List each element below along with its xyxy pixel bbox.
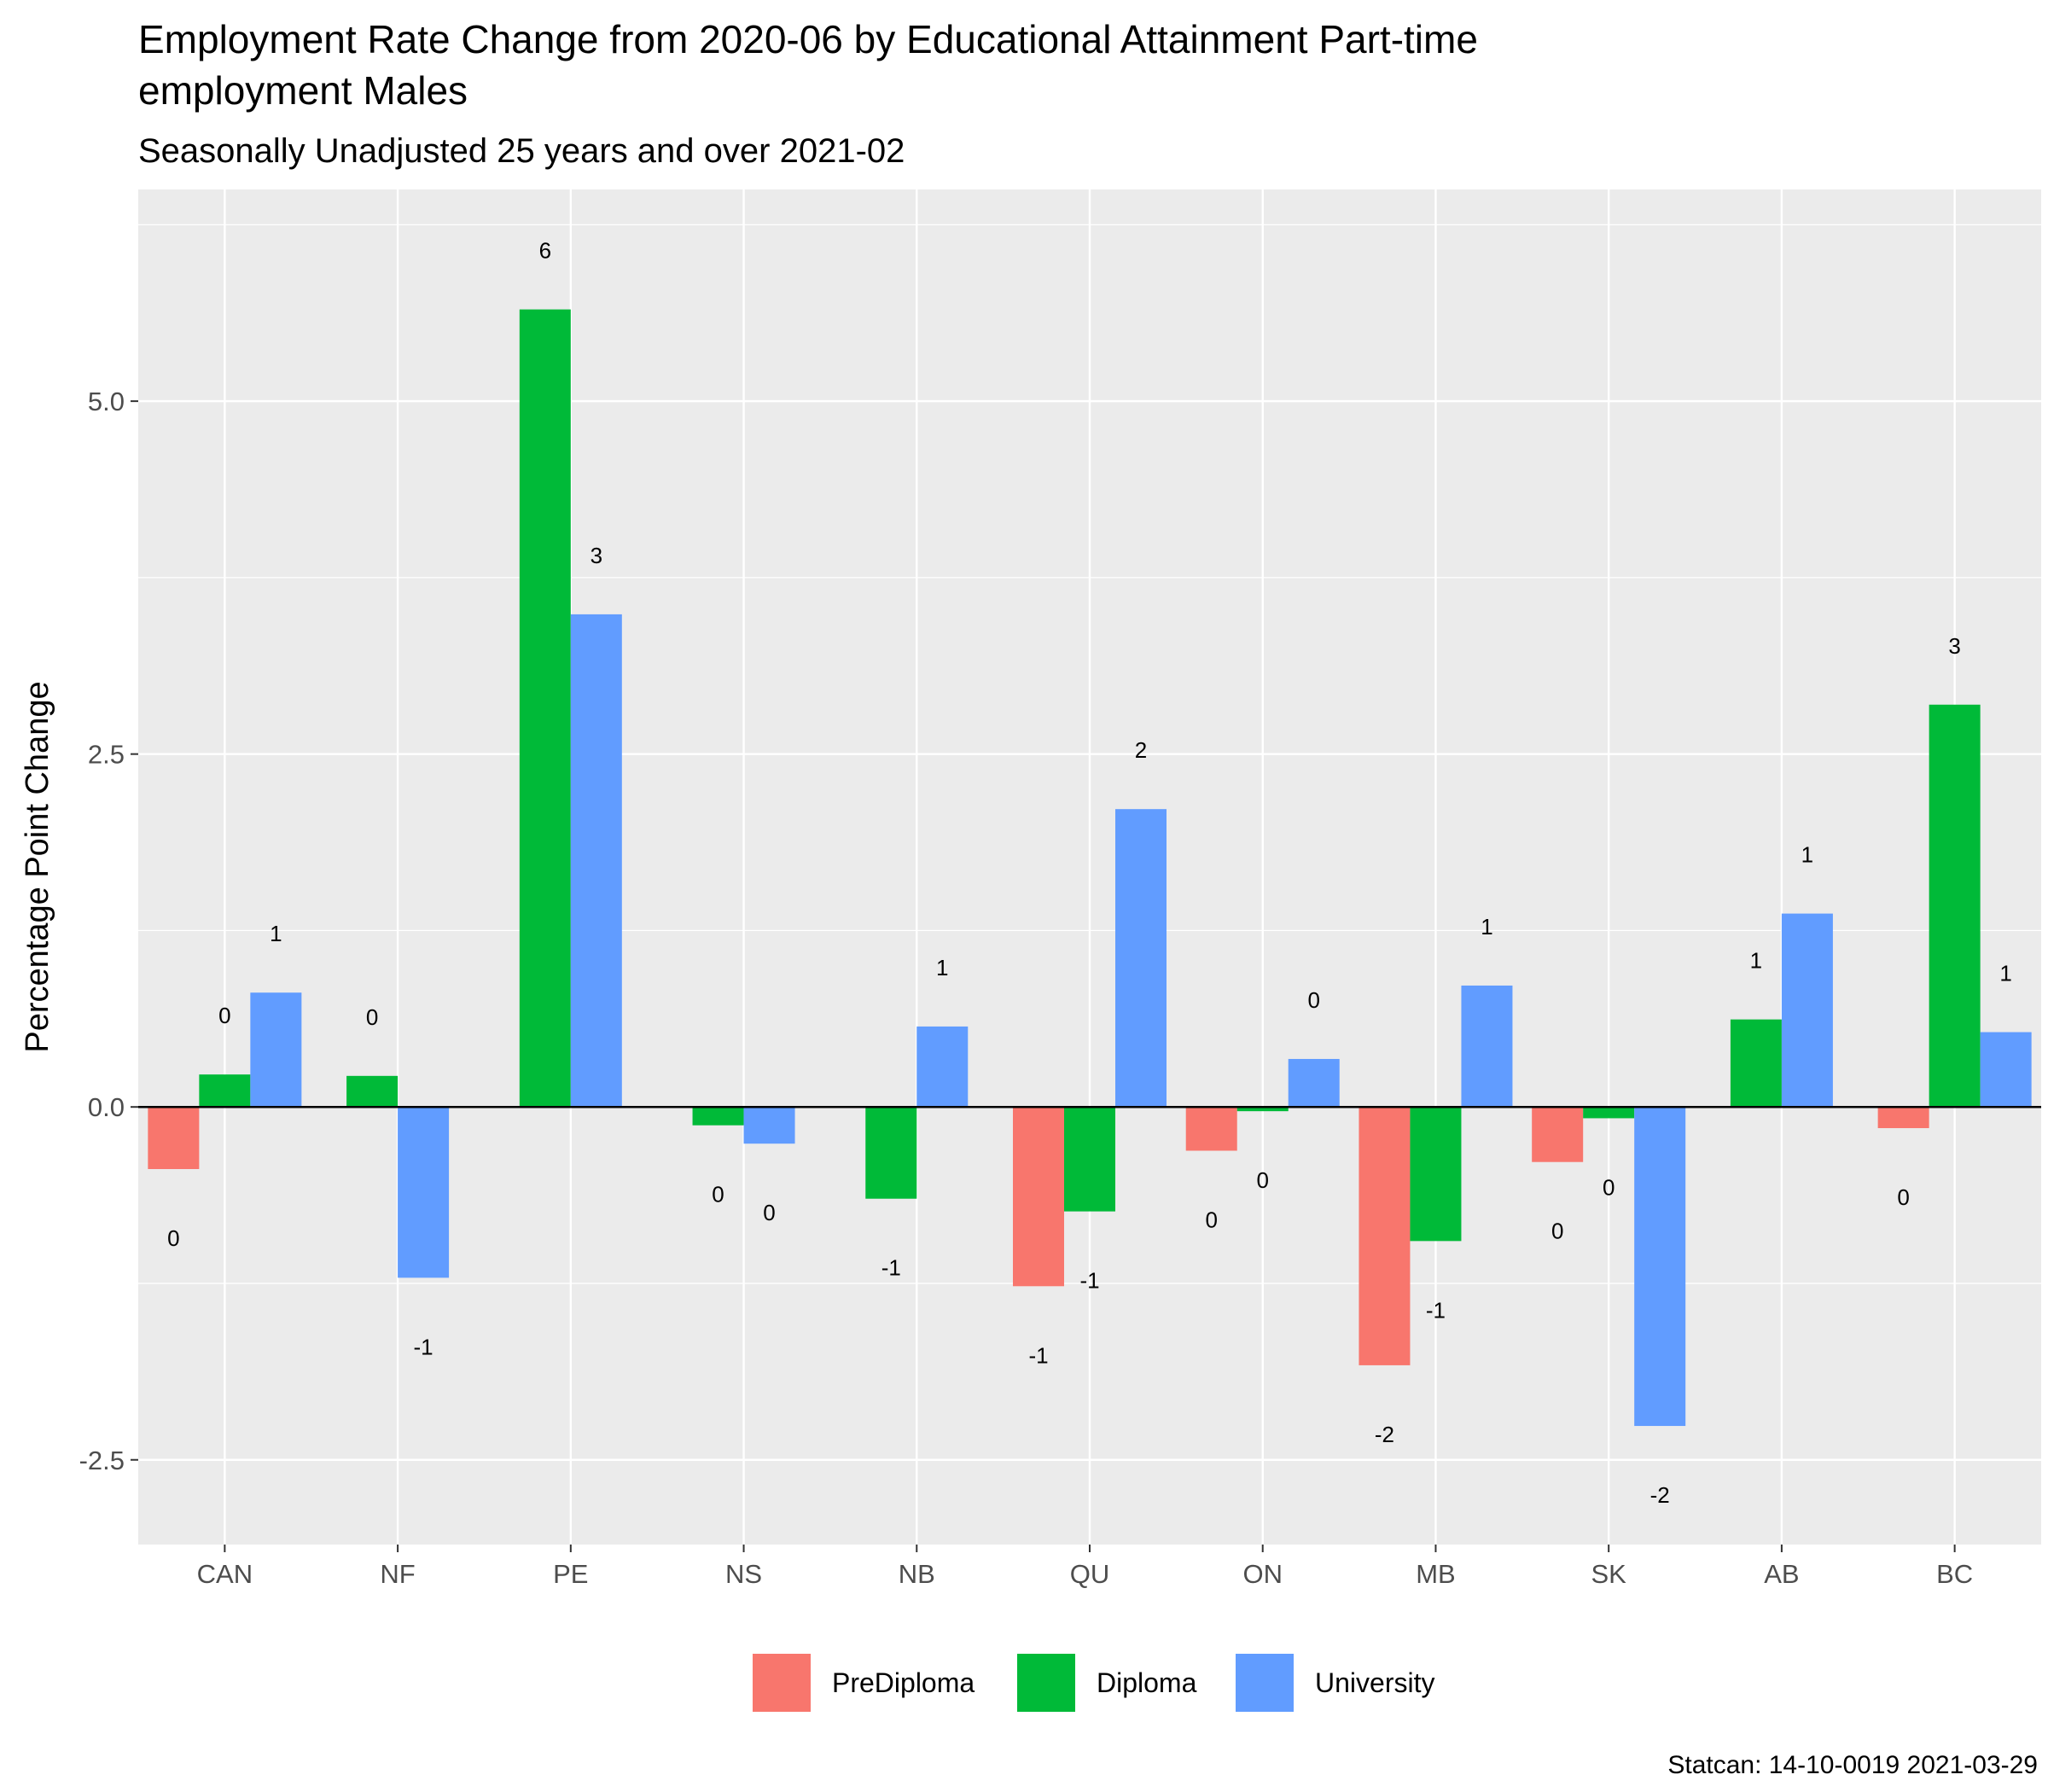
- bar-prediploma-qu: [1013, 1107, 1064, 1287]
- data-label: 0: [1551, 1219, 1563, 1244]
- bar-diploma-nb: [865, 1107, 917, 1199]
- legend-label-diploma: Diploma: [1097, 1667, 1197, 1698]
- legend-key-university: [1236, 1654, 1294, 1712]
- bar-diploma-bc: [1929, 704, 1981, 1108]
- legend-key-diploma: [1017, 1654, 1075, 1712]
- chart-title-line-2: employment Males: [138, 68, 468, 113]
- bar-diploma-sk: [1583, 1107, 1635, 1119]
- data-label: 0: [167, 1225, 179, 1251]
- data-label: 0: [1307, 987, 1319, 1013]
- x-tick-label: CAN: [197, 1559, 253, 1589]
- data-label: 0: [712, 1182, 724, 1207]
- bar-prediploma-can: [148, 1107, 200, 1169]
- x-tick-label: QU: [1070, 1559, 1110, 1589]
- bar-university-mb: [1461, 985, 1513, 1108]
- bar-diploma-mb: [1410, 1107, 1462, 1242]
- bar-university-sk: [1634, 1107, 1686, 1427]
- legend-label-university: University: [1315, 1667, 1434, 1698]
- bar-university-nf: [398, 1107, 450, 1278]
- x-tick-label: BC: [1936, 1559, 1973, 1589]
- bar-diploma-ns: [692, 1107, 744, 1126]
- data-label: 1: [1999, 961, 2011, 986]
- legend: PreDiploma Diploma University: [753, 1654, 1434, 1712]
- data-label: -1: [414, 1334, 433, 1359]
- x-tick-label: MB: [1416, 1559, 1456, 1589]
- data-label: 3: [591, 543, 602, 568]
- x-tick-label: SK: [1591, 1559, 1627, 1589]
- data-label: 3: [1948, 633, 1960, 659]
- bar-university-on: [1288, 1058, 1340, 1108]
- legend-label-prediploma: PreDiploma: [832, 1667, 975, 1698]
- data-label: 0: [1205, 1207, 1217, 1232]
- bar-university-ns: [743, 1107, 795, 1144]
- y-tick-label: 2.5: [88, 740, 125, 770]
- y-tick-label: 0.0: [88, 1092, 125, 1122]
- data-label: 0: [218, 1003, 230, 1028]
- y-tick-label: 5.0: [88, 387, 125, 416]
- y-axis-title: Percentage Point Change: [20, 681, 55, 1052]
- data-label: -1: [881, 1255, 901, 1281]
- data-labels: 0 0 1 0 -1 6 3 0 0 -1 1 -1 -1 2 0 0 0 -2 -1 1 0 0 -2 1 1 0 3 1: [167, 238, 2012, 1508]
- bar-diploma-ab: [1730, 1019, 1782, 1108]
- x-tick-label: AB: [1764, 1559, 1799, 1589]
- data-label: 0: [1603, 1174, 1615, 1200]
- legend-key-prediploma: [753, 1654, 811, 1712]
- data-label: 0: [763, 1200, 775, 1225]
- chart-subtitle: Seasonally Unadjusted 25 years and over …: [138, 132, 905, 170]
- data-label: 1: [1481, 914, 1492, 940]
- data-label: 1: [936, 955, 948, 980]
- data-label: 6: [539, 238, 551, 264]
- data-label: 1: [1750, 948, 1762, 974]
- y-tick-label: -2.5: [79, 1446, 125, 1475]
- bar-prediploma-bc: [1877, 1107, 1929, 1129]
- chart-title-line-1: Employment Rate Change from 2020-06 by E…: [138, 17, 1478, 61]
- bar-university-can: [250, 992, 302, 1108]
- data-label: 1: [270, 921, 282, 946]
- bar-prediploma-on: [1185, 1107, 1237, 1151]
- data-label: 0: [1897, 1184, 1909, 1210]
- bar-university-nb: [916, 1026, 969, 1108]
- bars: [148, 309, 2032, 1427]
- data-label: 0: [366, 1004, 378, 1030]
- bar-prediploma-sk: [1532, 1107, 1584, 1162]
- data-label: 0: [1256, 1167, 1268, 1193]
- data-label: -1: [1079, 1268, 1099, 1294]
- bar-diploma-can: [199, 1074, 251, 1108]
- bar-diploma-nf: [346, 1075, 399, 1108]
- data-label: -2: [1650, 1482, 1670, 1508]
- data-label: -1: [1426, 1297, 1446, 1323]
- x-tick-label: ON: [1242, 1559, 1283, 1589]
- bar-diploma-on: [1236, 1107, 1289, 1112]
- bar-prediploma-mb: [1359, 1107, 1411, 1365]
- bar-diploma-qu: [1064, 1107, 1115, 1212]
- bar-university-ab: [1781, 913, 1833, 1108]
- data-label: 2: [1135, 737, 1147, 763]
- x-tick-label: NS: [725, 1559, 762, 1589]
- x-tick-label: PE: [553, 1559, 588, 1589]
- bar-university-qu: [1115, 809, 1167, 1108]
- bar-diploma-pe: [519, 309, 571, 1108]
- data-label: -1: [1028, 1342, 1048, 1368]
- x-tick-label: NF: [380, 1559, 415, 1589]
- data-label: -2: [1375, 1422, 1394, 1447]
- bar-university-pe: [570, 614, 622, 1108]
- data-label: 1: [1801, 842, 1813, 868]
- y-axis: -2.5 0.0 2.5 5.0: [79, 387, 138, 1475]
- bar-university-bc: [1980, 1032, 2032, 1108]
- chart-caption: Statcan: 14-10-0019 2021-03-29: [1667, 1751, 2038, 1779]
- x-tick-label: NB: [899, 1559, 935, 1589]
- x-axis: CAN NF PE NS NB QU ON MB SK AB BC: [197, 1545, 1973, 1589]
